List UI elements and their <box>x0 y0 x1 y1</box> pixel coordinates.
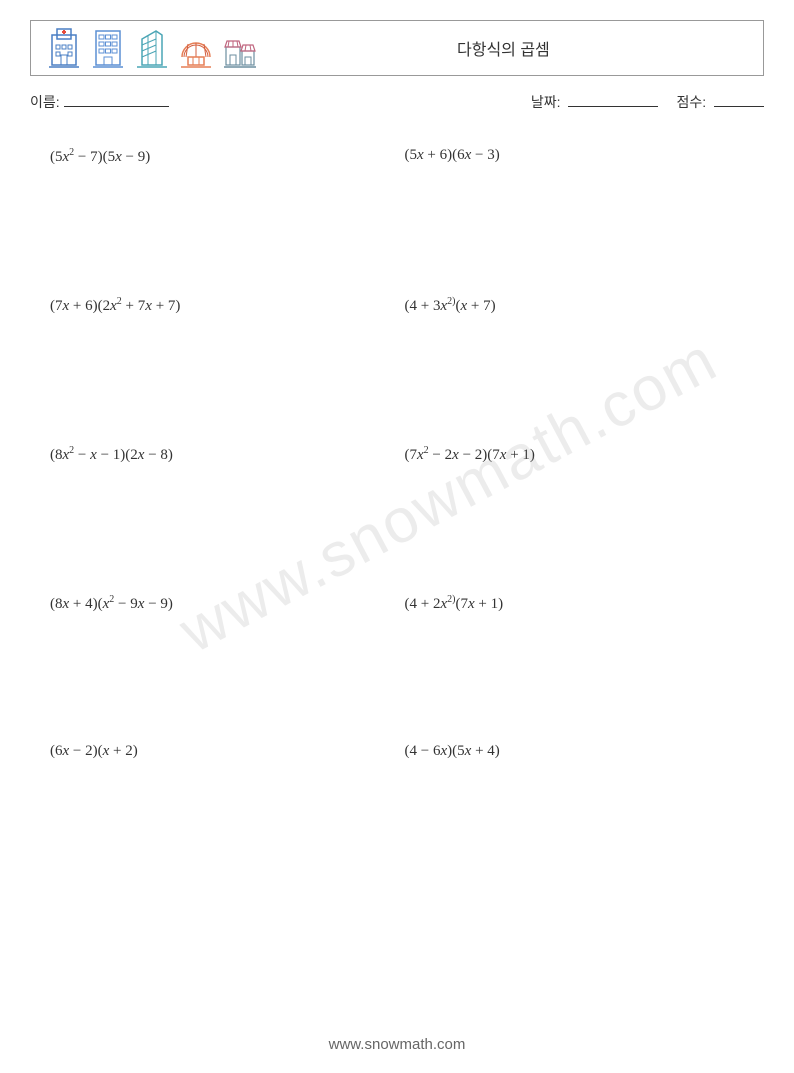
problem-row: (6x − 2)(x + 2) (4 − 6x)(5x + 4) <box>50 743 744 760</box>
header-box: 다항식의 곱셈 <box>30 20 764 76</box>
skyscraper-icon <box>134 27 170 69</box>
problem-expression: (4 + 2x2)(7x + 1) <box>390 594 745 613</box>
header-icons <box>46 27 258 69</box>
problem-expression: (5x + 6)(6x − 3) <box>390 147 745 166</box>
shops-icon <box>222 27 258 69</box>
info-row: 이름: 날짜: 점수: <box>30 91 764 112</box>
problem-expression: (5x2 − 7)(5x − 9) <box>50 147 390 166</box>
footer-url: www.snowmath.com <box>0 1036 794 1053</box>
hospital-icon <box>46 27 82 69</box>
score-blank[interactable] <box>714 91 764 107</box>
date-blank[interactable] <box>568 91 658 107</box>
score-label: 점수: <box>676 94 706 110</box>
name-field: 이름: <box>30 91 169 112</box>
problem-expression: (6x − 2)(x + 2) <box>50 743 390 760</box>
problem-expression: (4 − 6x)(5x + 4) <box>390 743 745 760</box>
problem-row: (5x2 − 7)(5x − 9) (5x + 6)(6x − 3) <box>50 147 744 166</box>
office-icon <box>90 27 126 69</box>
dome-icon <box>178 27 214 69</box>
worksheet-title: 다항식의 곱셈 <box>457 36 550 60</box>
date-field: 날짜: <box>531 91 659 112</box>
problem-expression: (8x2 − x − 1)(2x − 8) <box>50 445 390 464</box>
problem-expression: (7x + 6)(2x2 + 7x + 7) <box>50 296 390 315</box>
name-blank[interactable] <box>64 91 169 107</box>
problems-area: (5x2 − 7)(5x − 9) (5x + 6)(6x − 3) (7x +… <box>0 137 794 760</box>
name-label: 이름: <box>30 92 60 112</box>
problem-row: (8x2 − x − 1)(2x − 8) (7x2 − 2x − 2)(7x … <box>50 445 744 464</box>
problem-expression: (7x2 − 2x − 2)(7x + 1) <box>390 445 745 464</box>
problem-expression: (8x + 4)(x2 − 9x − 9) <box>50 594 390 613</box>
problem-row: (8x + 4)(x2 − 9x − 9) (4 + 2x2)(7x + 1) <box>50 594 744 613</box>
problem-expression: (4 + 3x2)(x + 7) <box>390 296 745 315</box>
problem-row: (7x + 6)(2x2 + 7x + 7) (4 + 3x2)(x + 7) <box>50 296 744 315</box>
date-label: 날짜: <box>531 94 561 110</box>
score-field: 점수: <box>676 91 764 112</box>
